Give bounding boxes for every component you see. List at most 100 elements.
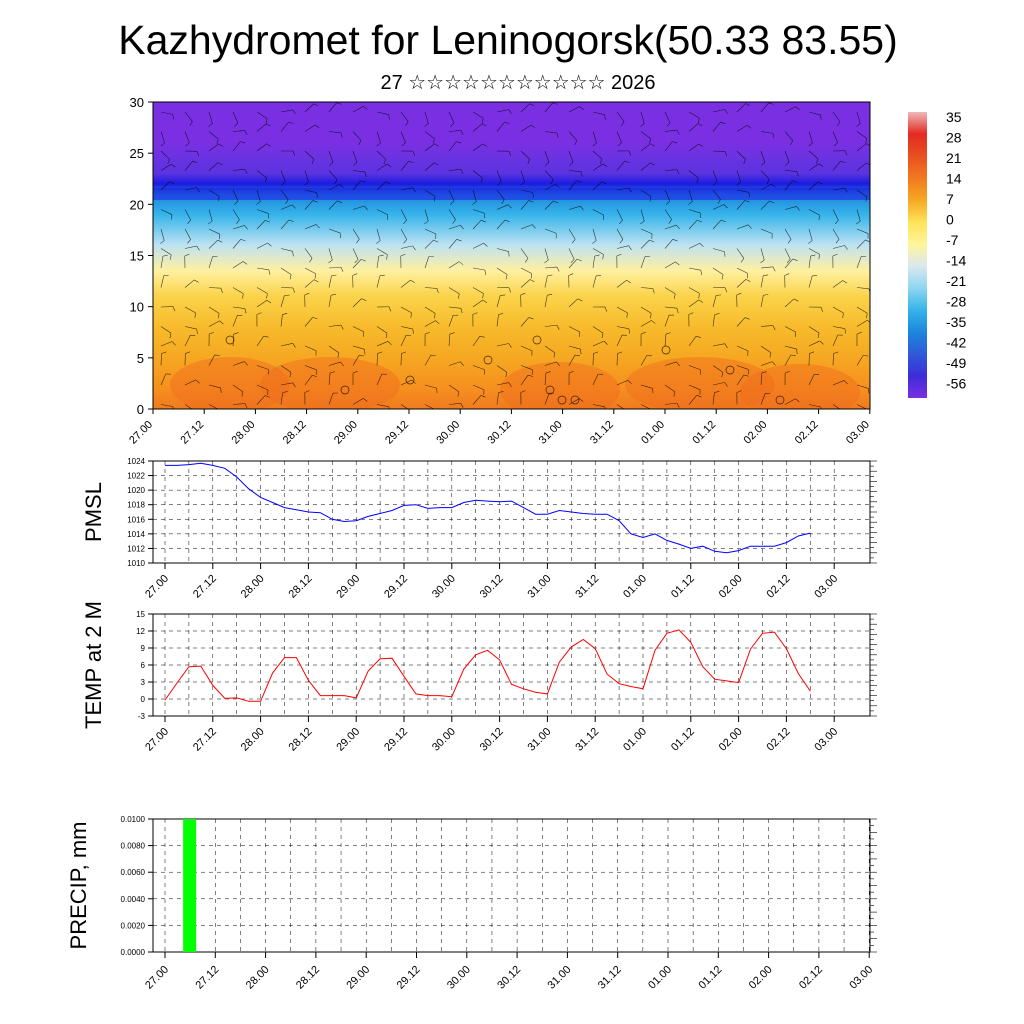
calm-wind-circle: [225, 335, 235, 345]
x-tick-label: 29.12: [382, 726, 410, 754]
wind-barb-staff: [760, 393, 766, 405]
wind-barb-staff: [160, 248, 172, 256]
wind-barb-flag: [626, 280, 631, 284]
wind-barb-flag: [556, 361, 560, 366]
wind-barb-staff: [256, 365, 269, 370]
wind-barb-staff: [376, 341, 389, 347]
wind-barb-flag: [160, 142, 165, 147]
heatmap-y-tick-label: 5: [137, 351, 144, 366]
wind-barb-flag: [818, 163, 824, 167]
wind-barb-staff: [400, 279, 411, 288]
wind-barb-staff: [688, 143, 699, 152]
wind-barb-staff: [736, 224, 749, 230]
wind-barb-staff: [424, 256, 430, 269]
wind-barb-staff: [544, 345, 556, 353]
wind-barb-flag: [460, 403, 464, 408]
wind-barb-staff: [232, 130, 245, 132]
x-tick-label: 30.00: [430, 573, 458, 601]
wind-barb-staff: [208, 228, 220, 235]
wind-barb-flag: [808, 142, 813, 147]
wind-barb-staff: [664, 239, 673, 249]
wind-barb-flag: [187, 239, 191, 244]
heatmap-x-tick-label: 01.00: [639, 419, 667, 447]
wind-barb-staff: [352, 228, 360, 240]
wind-barb-staff: [592, 209, 604, 216]
wind-barb-flag: [599, 158, 603, 164]
wind-barb-flag: [267, 242, 272, 247]
wind-barb-flag: [604, 114, 606, 120]
wind-barb-staff: [664, 169, 677, 171]
wind-barb-staff: [760, 295, 764, 308]
wind-barb-staff: [640, 209, 645, 222]
wind-barb-staff: [544, 228, 557, 234]
wind-barb-staff: [352, 205, 365, 210]
wind-barb-flag: [553, 352, 556, 358]
wind-barb-flag: [219, 320, 224, 325]
wind-barb-staff: [664, 189, 671, 202]
wind-barb-flag: [530, 273, 532, 279]
wind-barb-flag: [602, 254, 604, 260]
wind-barb-staff: [208, 287, 221, 289]
wind-barb-staff: [424, 320, 436, 327]
wind-barb-staff: [520, 267, 532, 274]
wind-barb-staff: [496, 343, 509, 347]
wind-barb-flag: [292, 287, 295, 293]
wind-barb-flag: [386, 254, 388, 260]
wind-barb-flag: [359, 354, 365, 357]
wind-barb-staff: [760, 373, 763, 386]
wind-barb-flag: [688, 201, 693, 205]
wind-barb-flag: [790, 140, 794, 146]
wind-barb-flag: [604, 406, 606, 409]
wind-barb-staff: [496, 392, 499, 405]
wind-barb-flag: [649, 196, 652, 202]
wind-barb-flag: [504, 219, 510, 223]
wind-barb-flag: [386, 163, 392, 168]
wind-barb-flag: [820, 406, 822, 409]
wind-barb-flag: [714, 313, 720, 315]
wind-barb-staff: [784, 170, 797, 172]
wind-barb-staff: [424, 131, 435, 140]
wind-barb-staff: [448, 261, 460, 269]
wind-barb-staff: [160, 404, 173, 407]
wind-barb-flag: [842, 411, 843, 416]
wind-barb-flag: [162, 254, 168, 257]
wind-barb-flag: [556, 266, 560, 272]
wind-barb-flag: [304, 292, 310, 296]
wind-barb-staff: [688, 395, 697, 405]
wind-barb-flag: [744, 317, 750, 320]
wind-barb-staff: [160, 163, 172, 171]
wind-barb-staff: [328, 150, 334, 163]
wind-barb-flag: [580, 171, 583, 177]
wind-barb-staff: [568, 150, 574, 163]
wind-barb-flag: [218, 143, 224, 147]
wind-barb-flag: [720, 121, 726, 124]
wind-barb-flag: [817, 332, 820, 338]
heatmap-x-tick-label: 02.00: [742, 419, 770, 447]
wind-barb-staff: [232, 239, 241, 249]
wind-barb-staff: [304, 189, 317, 193]
wind-barb-staff: [208, 320, 220, 327]
wind-barb-staff: [520, 170, 525, 183]
heatmap-x-tick-label: 03.00: [844, 419, 872, 447]
wind-barb-flag: [592, 142, 597, 147]
wind-barb-flag: [602, 214, 604, 220]
wind-barb-flag: [361, 298, 367, 301]
wind-barb-staff: [448, 111, 455, 124]
wind-barb-flag: [627, 380, 632, 385]
wind-barb-flag: [340, 132, 343, 138]
wind-barb-staff: [544, 295, 548, 308]
wind-barb-flag: [833, 351, 839, 354]
wind-barb-staff: [688, 336, 697, 347]
wind-barb-staff: [472, 111, 484, 119]
wind-barb-staff: [424, 143, 435, 152]
wind-barb-flag: [844, 328, 847, 334]
wind-barb-flag: [459, 261, 464, 265]
wind-barb-staff: [232, 384, 244, 392]
wind-barb-flag: [520, 181, 525, 186]
wind-barb-staff: [232, 403, 245, 405]
wind-barb-staff: [256, 111, 268, 119]
wind-barb-flag: [793, 298, 799, 302]
wind-barb-flag: [724, 109, 728, 114]
wind-barb-staff: [280, 382, 293, 386]
